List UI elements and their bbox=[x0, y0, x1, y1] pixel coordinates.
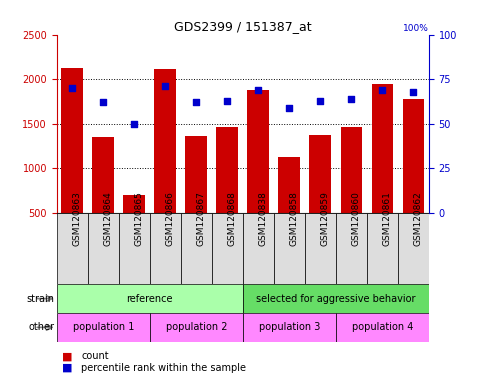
Point bbox=[192, 99, 200, 106]
Bar bbox=[88, 213, 119, 284]
Text: GSM120866: GSM120866 bbox=[165, 191, 174, 246]
Bar bbox=[305, 213, 336, 284]
Bar bbox=[92, 137, 114, 213]
Bar bbox=[243, 313, 336, 342]
Point bbox=[285, 105, 293, 111]
Bar bbox=[279, 157, 300, 213]
Bar bbox=[216, 126, 238, 213]
Bar bbox=[150, 213, 181, 284]
Text: strain: strain bbox=[26, 293, 54, 304]
Point bbox=[161, 83, 169, 89]
Point bbox=[130, 121, 138, 127]
Point bbox=[379, 87, 387, 93]
Text: GSM120859: GSM120859 bbox=[320, 191, 329, 246]
Bar bbox=[57, 213, 88, 284]
Text: population 1: population 1 bbox=[72, 322, 134, 333]
Bar bbox=[367, 213, 398, 284]
Bar bbox=[372, 84, 393, 213]
Text: population 4: population 4 bbox=[352, 322, 413, 333]
Point bbox=[410, 89, 418, 95]
Bar bbox=[154, 70, 176, 213]
Text: GSM120863: GSM120863 bbox=[72, 191, 81, 246]
Bar bbox=[403, 99, 424, 213]
Bar bbox=[247, 90, 269, 213]
Bar bbox=[119, 213, 150, 284]
Point bbox=[223, 98, 231, 104]
Bar bbox=[243, 284, 429, 313]
Bar bbox=[398, 213, 429, 284]
Bar bbox=[61, 68, 83, 213]
Text: population 3: population 3 bbox=[259, 322, 320, 333]
Bar bbox=[336, 313, 429, 342]
Bar bbox=[341, 127, 362, 213]
Text: GSM120864: GSM120864 bbox=[103, 192, 112, 246]
Text: GSM120865: GSM120865 bbox=[134, 191, 143, 246]
Text: reference: reference bbox=[127, 293, 173, 304]
Text: selected for aggressive behavior: selected for aggressive behavior bbox=[256, 293, 416, 304]
Point bbox=[99, 99, 107, 106]
Bar bbox=[150, 313, 243, 342]
Bar bbox=[57, 284, 243, 313]
Text: GSM120868: GSM120868 bbox=[227, 191, 236, 246]
Text: GSM120867: GSM120867 bbox=[196, 191, 205, 246]
Bar bbox=[123, 195, 145, 213]
Point bbox=[254, 87, 262, 93]
Text: count: count bbox=[81, 351, 109, 361]
Point bbox=[348, 96, 355, 102]
Text: population 2: population 2 bbox=[166, 322, 227, 333]
Bar bbox=[336, 213, 367, 284]
Text: GSM120838: GSM120838 bbox=[258, 191, 267, 246]
Text: ■: ■ bbox=[62, 351, 72, 361]
Text: GSM120862: GSM120862 bbox=[414, 192, 423, 246]
Point bbox=[317, 98, 324, 104]
Bar bbox=[212, 213, 243, 284]
Bar bbox=[310, 134, 331, 213]
Text: GSM120858: GSM120858 bbox=[289, 191, 298, 246]
Text: percentile rank within the sample: percentile rank within the sample bbox=[81, 363, 246, 373]
Title: GDS2399 / 151387_at: GDS2399 / 151387_at bbox=[174, 20, 312, 33]
Text: ■: ■ bbox=[62, 363, 72, 373]
Text: GSM120861: GSM120861 bbox=[383, 191, 391, 246]
Bar bbox=[185, 136, 207, 213]
Bar bbox=[243, 213, 274, 284]
Bar bbox=[57, 313, 150, 342]
Text: other: other bbox=[28, 322, 54, 333]
Bar bbox=[181, 213, 212, 284]
Bar bbox=[274, 213, 305, 284]
Text: 100%: 100% bbox=[403, 24, 429, 33]
Text: GSM120860: GSM120860 bbox=[352, 191, 360, 246]
Point bbox=[68, 85, 76, 91]
